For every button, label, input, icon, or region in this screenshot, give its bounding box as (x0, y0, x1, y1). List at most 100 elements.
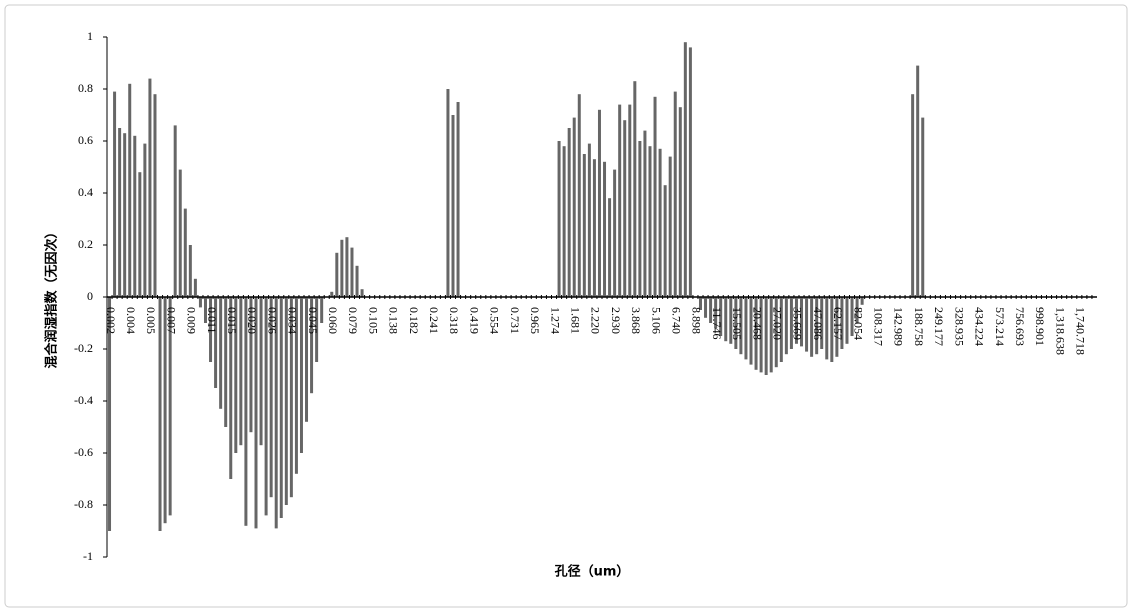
bar (567, 128, 571, 297)
bar (618, 104, 622, 297)
bar (608, 198, 612, 297)
bar (123, 133, 127, 297)
y-tick-label: -1 (83, 549, 93, 563)
bar (360, 289, 364, 297)
x-tick-label: 0.318 (447, 307, 461, 334)
bar (310, 297, 314, 394)
x-tick-label: 2.220 (589, 307, 603, 334)
bar (143, 143, 147, 297)
bar (193, 278, 197, 297)
x-tick-label: 0.034 (286, 307, 300, 334)
y-tick-label: 0.2 (78, 237, 93, 251)
bar (587, 143, 591, 297)
x-tick-label: 0.005 (144, 307, 158, 334)
bar (148, 78, 152, 297)
bar (688, 47, 692, 298)
x-tick-label: 1,318.638 (1053, 307, 1067, 355)
x-tick-label: 0.011 (205, 307, 219, 334)
bar (638, 141, 642, 297)
bar (315, 297, 319, 362)
bar (229, 297, 233, 479)
x-tick-label: 82.054 (851, 307, 865, 340)
x-tick-label: 249.177 (932, 307, 946, 346)
y-tick-label: 0.8 (78, 81, 93, 95)
x-tick-label: 0.731 (508, 307, 522, 334)
bar (719, 297, 723, 336)
bar (274, 297, 278, 529)
bar (643, 130, 647, 297)
x-tick-label: 0.007 (164, 307, 178, 334)
bar (219, 297, 223, 409)
bar (138, 172, 142, 297)
x-tick-label: 188.758 (912, 307, 926, 346)
bar (759, 297, 763, 373)
bar (254, 297, 258, 529)
bar (830, 297, 834, 362)
bar (183, 208, 187, 297)
bar (562, 146, 566, 297)
bar (840, 297, 844, 349)
bar (597, 109, 601, 297)
x-tick-label: 0.241 (427, 307, 441, 334)
bar (653, 96, 657, 297)
x-tick-label: 1.681 (568, 307, 582, 334)
x-tick-label: 0.554 (488, 307, 502, 334)
bar (789, 297, 793, 349)
bar (764, 297, 768, 375)
x-tick-label: 328.935 (952, 307, 966, 346)
bar (744, 297, 748, 360)
x-tick-label: 0.182 (407, 307, 421, 334)
bar (815, 297, 819, 355)
bar (118, 128, 122, 297)
x-tick-label: 0.105 (366, 307, 380, 334)
x-tick-label: 62.157 (831, 307, 845, 340)
y-tick-label: -0.8 (74, 497, 93, 511)
bar (673, 91, 677, 297)
bar (582, 154, 586, 297)
bar (779, 297, 783, 362)
bar (845, 297, 849, 344)
x-tick-label: 142.989 (892, 307, 906, 346)
x-tick-label: 1,740.718 (1074, 307, 1088, 355)
bar (613, 169, 617, 297)
bar (663, 185, 667, 297)
bar (623, 120, 627, 297)
bar (456, 102, 460, 297)
bar (577, 94, 581, 297)
x-tick-label: 0.020 (245, 307, 259, 334)
bar (234, 297, 238, 453)
bar (249, 297, 253, 433)
bar (916, 65, 920, 297)
x-tick-label: 0.009 (185, 307, 199, 334)
x-tick-label: 998.901 (1033, 307, 1047, 346)
bar (592, 159, 596, 297)
bar (198, 297, 202, 308)
bar (658, 148, 662, 297)
bar (244, 297, 248, 526)
x-tick-label: 573.214 (993, 307, 1007, 346)
bar (729, 297, 733, 344)
x-tick-label: 434.224 (973, 307, 987, 346)
bar (209, 297, 213, 362)
x-axis-title: 孔径（um） (555, 564, 630, 580)
bar (739, 297, 743, 355)
bar (355, 265, 359, 297)
bar (810, 297, 814, 357)
bar (850, 297, 854, 336)
y-tick-label: 0.6 (78, 133, 93, 147)
bar (835, 297, 839, 357)
bar (330, 291, 334, 297)
x-tick-label: 0.419 (467, 307, 481, 334)
bar (683, 42, 687, 298)
bar (340, 239, 344, 297)
bar (158, 297, 162, 531)
x-tick-label: 20.468 (750, 307, 764, 340)
bar (784, 297, 788, 355)
bar (284, 297, 288, 505)
x-tick-label: 0.138 (387, 307, 401, 334)
bar (754, 297, 758, 370)
y-axis-title: 混合润湿指数（无因次） (44, 225, 60, 368)
bar (794, 297, 798, 344)
